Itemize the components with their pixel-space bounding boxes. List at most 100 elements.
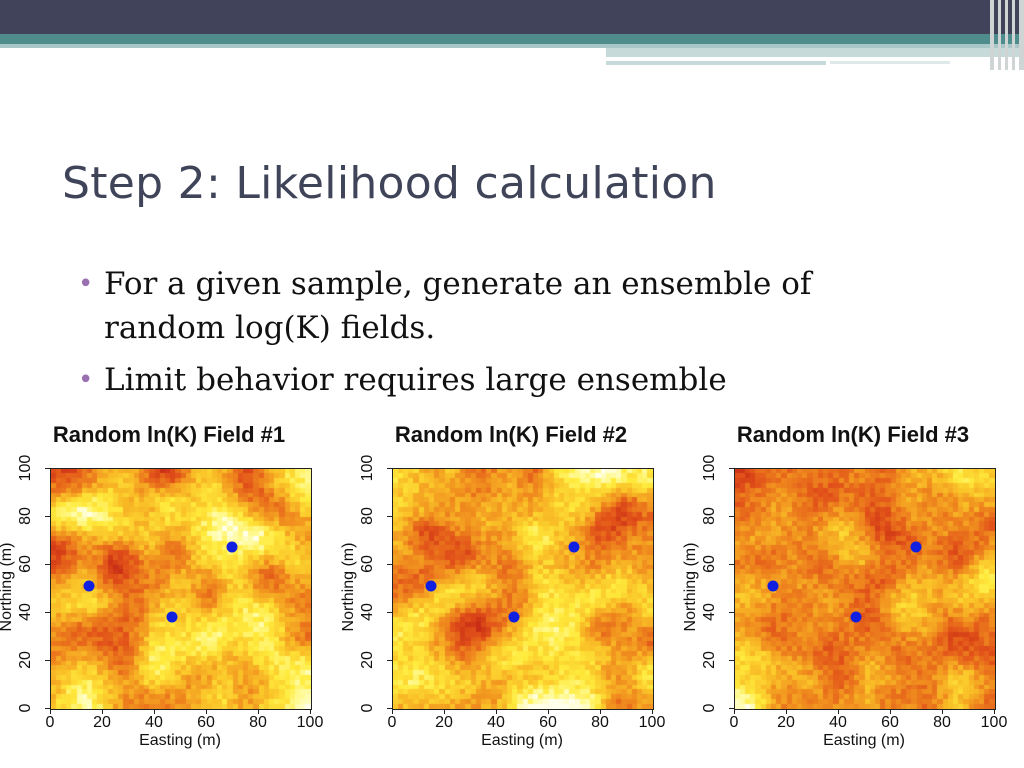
x-tick-mark [310,709,311,714]
y-tick-label: 40 [359,603,376,621]
y-tick-label: 20 [701,651,718,669]
y-axis-label: Northing (m) [340,542,357,632]
x-tick-label: 20 [435,714,453,731]
x-tick-label: 80 [933,714,951,731]
bullet-marker-icon: • [78,365,94,395]
x-tick-mark [942,709,943,714]
x-tick-label: 20 [93,714,111,731]
bullet-text: For a given sample, generate an ensemble… [104,266,812,346]
x-tick-mark [734,709,735,714]
y-tick-mark [729,612,734,613]
x-axis-label: Easting (m) [481,732,563,749]
well-marker [226,541,238,553]
x-tick-label: 60 [539,714,557,731]
heatmap-canvas [735,469,995,709]
well-marker [767,580,779,592]
y-tick-mark [387,612,392,613]
y-tick-mark [729,708,734,709]
field-plot-1: Random ln(K) Field #1 0 20 40 60 80 100 0 20 40 60… [0,422,334,762]
x-tick-label: 80 [591,714,609,731]
x-tick-label: 40 [145,714,163,731]
x-tick-label: 80 [249,714,267,731]
y-tick-mark [45,660,50,661]
plot-title: Random ln(K) Field #2 [394,422,628,447]
well-marker [83,580,95,592]
y-tick-mark [387,468,392,469]
y-axis-label: Northing (m) [0,542,15,632]
y-tick-label: 20 [17,651,34,669]
y-axis-label: Northing (m) [682,542,699,632]
x-tick-label: 20 [777,714,795,731]
y-tick-label: 20 [359,651,376,669]
well-marker [508,611,520,623]
slide-title: Step 2: Likelihood calculation [62,158,717,209]
well-marker [166,611,178,623]
slide-header-bar [0,0,1024,70]
x-tick-label: 0 [45,714,55,731]
y-tick-label: 80 [17,507,34,525]
y-tick-mark [729,468,734,469]
y-tick-label: 60 [359,555,376,573]
y-tick-label: 0 [359,703,376,713]
x-tick-label: 100 [296,714,324,731]
y-tick-mark [45,708,50,709]
x-tick-label: 40 [829,714,847,731]
bullet-list: • For a given sample, generate an ensemb… [78,262,938,410]
y-tick-mark [387,708,392,709]
plot-title: Random ln(K) Field #3 [736,422,970,447]
heatmap-canvas [393,469,653,709]
x-tick-mark [548,709,549,714]
y-tick-mark [387,516,392,517]
heatmap-field [734,468,996,710]
heatmap-field [392,468,654,710]
y-tick-mark [45,612,50,613]
x-axis-label: Easting (m) [823,732,905,749]
x-tick-mark [994,709,995,714]
y-tick-label: 80 [359,507,376,525]
y-tick-mark [45,516,50,517]
x-tick-mark [786,709,787,714]
x-tick-mark [206,709,207,714]
x-tick-mark [444,709,445,714]
x-axis-label: Easting (m) [139,732,221,749]
x-tick-mark [838,709,839,714]
y-tick-label: 40 [17,603,34,621]
x-tick-mark [258,709,259,714]
bullet-item: • Limit behavior requires large ensemble [78,358,938,402]
x-tick-mark [392,709,393,714]
plot-title: Random ln(K) Field #1 [52,422,286,447]
y-tick-label: 40 [701,603,718,621]
x-tick-mark [154,709,155,714]
y-tick-label: 100 [17,454,34,482]
x-tick-mark [102,709,103,714]
well-marker [910,541,922,553]
bullet-marker-icon: • [78,269,94,299]
y-tick-label: 0 [17,703,34,713]
well-marker [568,541,580,553]
bullet-text: Limit behavior requires large ensemble [104,362,727,398]
x-tick-mark [652,709,653,714]
y-tick-mark [387,564,392,565]
x-tick-label: 60 [881,714,899,731]
y-tick-label: 100 [359,454,376,482]
well-marker [850,611,862,623]
x-tick-label: 60 [197,714,215,731]
y-tick-mark [729,516,734,517]
y-tick-label: 80 [701,507,718,525]
x-tick-label: 0 [729,714,739,731]
x-tick-label: 40 [487,714,505,731]
x-tick-label: 0 [387,714,397,731]
x-tick-mark [50,709,51,714]
x-tick-mark [496,709,497,714]
heatmap-field [50,468,312,710]
y-tick-label: 60 [17,555,34,573]
y-tick-mark [45,468,50,469]
y-tick-mark [729,564,734,565]
x-tick-label: 100 [638,714,666,731]
x-tick-mark [890,709,891,714]
y-tick-mark [45,564,50,565]
y-tick-label: 0 [701,703,718,713]
field-plot-2: Random ln(K) Field #2 0 20 40 60 80 100 0 20 40 60… [340,422,676,762]
y-tick-mark [729,660,734,661]
y-tick-label: 100 [701,454,718,482]
